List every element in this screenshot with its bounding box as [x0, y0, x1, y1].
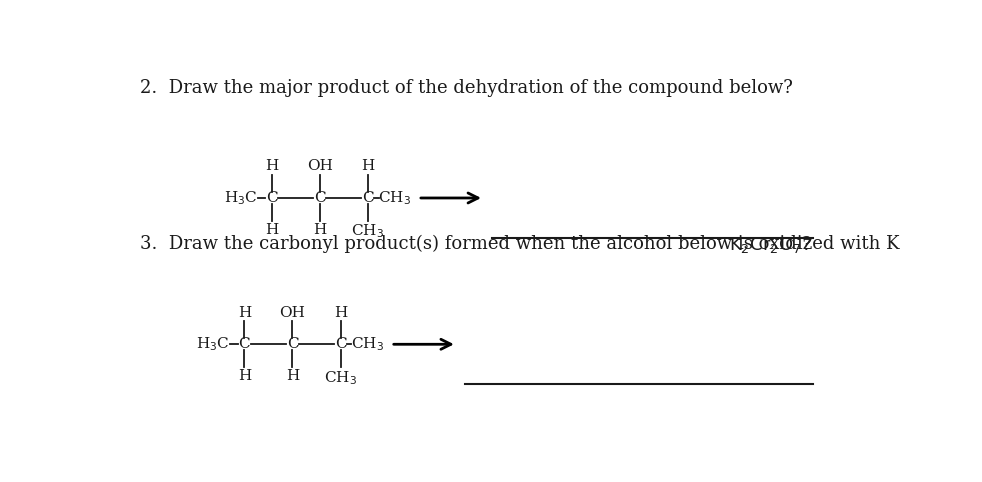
Text: CH$_3$: CH$_3$	[324, 369, 357, 387]
Text: 2.  Draw the major product of the dehydration of the compound below?: 2. Draw the major product of the dehydra…	[139, 79, 792, 96]
Text: $\mathsf{K_2Cr_2O_7}$?: $\mathsf{K_2Cr_2O_7}$?	[729, 234, 811, 254]
Text: 3.  Draw the carbonyl product(s) formed when the alcohol below is oxidized with : 3. Draw the carbonyl product(s) formed w…	[139, 235, 900, 254]
Text: H: H	[265, 160, 278, 174]
Text: C: C	[287, 337, 299, 351]
Text: OH: OH	[306, 160, 333, 174]
Text: H: H	[286, 369, 300, 383]
Text: CH$_3$: CH$_3$	[352, 335, 384, 353]
Text: C: C	[314, 191, 325, 205]
Text: OH: OH	[280, 306, 305, 320]
Text: H: H	[334, 306, 348, 320]
Text: CH$_3$: CH$_3$	[352, 223, 384, 241]
Text: C: C	[266, 191, 277, 205]
Text: CH$_3$: CH$_3$	[378, 189, 411, 207]
Text: C: C	[361, 191, 373, 205]
Text: C: C	[335, 337, 347, 351]
Text: H: H	[265, 223, 278, 237]
Text: H$_3$C: H$_3$C	[196, 335, 230, 353]
Text: H: H	[361, 160, 374, 174]
Text: C: C	[239, 337, 250, 351]
Text: H: H	[238, 306, 251, 320]
Text: H: H	[238, 369, 251, 383]
Text: H$_3$C: H$_3$C	[224, 189, 257, 207]
Text: H: H	[313, 223, 326, 237]
